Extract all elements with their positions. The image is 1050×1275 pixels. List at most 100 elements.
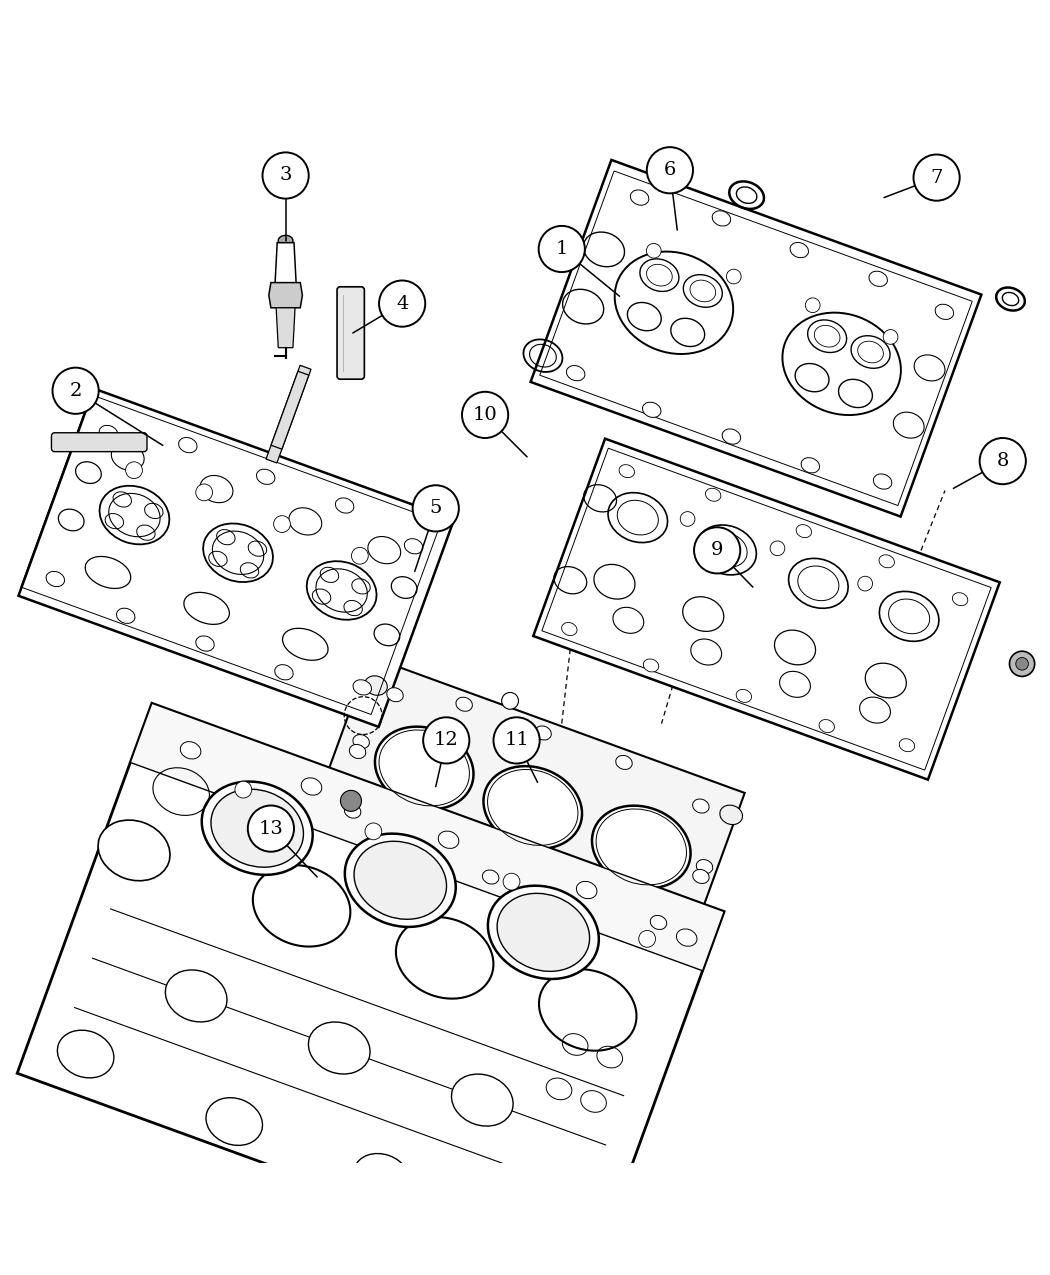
Circle shape bbox=[858, 576, 873, 590]
Circle shape bbox=[680, 511, 695, 527]
Text: 8: 8 bbox=[996, 453, 1009, 470]
Ellipse shape bbox=[256, 469, 275, 484]
Ellipse shape bbox=[206, 1098, 262, 1145]
FancyBboxPatch shape bbox=[337, 287, 364, 379]
Ellipse shape bbox=[202, 782, 313, 875]
Ellipse shape bbox=[211, 789, 303, 867]
Ellipse shape bbox=[539, 969, 636, 1051]
Circle shape bbox=[638, 931, 655, 947]
Ellipse shape bbox=[354, 842, 446, 919]
Ellipse shape bbox=[790, 242, 808, 258]
Ellipse shape bbox=[99, 426, 118, 441]
Circle shape bbox=[195, 484, 212, 501]
Ellipse shape bbox=[712, 210, 731, 226]
Text: 3: 3 bbox=[279, 167, 292, 185]
Ellipse shape bbox=[165, 970, 227, 1023]
Text: 10: 10 bbox=[472, 405, 498, 423]
Ellipse shape bbox=[344, 834, 456, 927]
Ellipse shape bbox=[936, 305, 953, 320]
Circle shape bbox=[365, 822, 382, 840]
Ellipse shape bbox=[350, 745, 365, 759]
Ellipse shape bbox=[650, 915, 667, 929]
Circle shape bbox=[352, 547, 369, 564]
Polygon shape bbox=[19, 389, 454, 727]
Polygon shape bbox=[266, 366, 311, 463]
Circle shape bbox=[539, 226, 585, 272]
Ellipse shape bbox=[693, 799, 709, 813]
Polygon shape bbox=[310, 657, 744, 959]
Ellipse shape bbox=[693, 870, 709, 884]
Ellipse shape bbox=[720, 805, 742, 825]
Circle shape bbox=[340, 790, 361, 811]
Ellipse shape bbox=[620, 464, 634, 478]
Ellipse shape bbox=[353, 734, 370, 748]
Ellipse shape bbox=[58, 1030, 113, 1077]
Text: 13: 13 bbox=[258, 820, 284, 838]
Circle shape bbox=[52, 367, 99, 414]
Ellipse shape bbox=[403, 842, 420, 856]
Circle shape bbox=[805, 298, 820, 312]
Circle shape bbox=[235, 782, 252, 798]
Text: 11: 11 bbox=[504, 732, 529, 750]
Ellipse shape bbox=[117, 608, 135, 623]
Text: 7: 7 bbox=[930, 168, 943, 186]
Ellipse shape bbox=[386, 687, 403, 701]
Ellipse shape bbox=[301, 778, 321, 796]
Ellipse shape bbox=[364, 676, 387, 695]
Circle shape bbox=[647, 244, 662, 258]
Ellipse shape bbox=[819, 719, 835, 733]
Circle shape bbox=[647, 147, 693, 194]
Circle shape bbox=[980, 439, 1026, 484]
Ellipse shape bbox=[899, 738, 915, 752]
Ellipse shape bbox=[321, 796, 343, 816]
Circle shape bbox=[770, 541, 784, 556]
Circle shape bbox=[262, 153, 309, 199]
Circle shape bbox=[1009, 652, 1034, 677]
Ellipse shape bbox=[438, 831, 459, 848]
Ellipse shape bbox=[952, 593, 968, 606]
Ellipse shape bbox=[874, 474, 891, 490]
Polygon shape bbox=[530, 159, 982, 516]
Ellipse shape bbox=[644, 659, 658, 672]
Ellipse shape bbox=[796, 524, 812, 538]
Ellipse shape bbox=[275, 664, 293, 680]
Circle shape bbox=[914, 154, 960, 200]
Ellipse shape bbox=[98, 820, 170, 881]
Ellipse shape bbox=[676, 929, 697, 946]
Circle shape bbox=[494, 718, 540, 764]
Polygon shape bbox=[269, 283, 302, 307]
Ellipse shape bbox=[46, 571, 64, 587]
Ellipse shape bbox=[564, 899, 580, 913]
Circle shape bbox=[423, 718, 469, 764]
Circle shape bbox=[126, 462, 143, 478]
Polygon shape bbox=[17, 704, 724, 1275]
Ellipse shape bbox=[482, 870, 499, 884]
Ellipse shape bbox=[353, 1154, 410, 1201]
Ellipse shape bbox=[879, 555, 895, 567]
Circle shape bbox=[274, 515, 291, 533]
Circle shape bbox=[694, 528, 740, 574]
Text: 5: 5 bbox=[429, 500, 442, 518]
Circle shape bbox=[248, 806, 294, 852]
Ellipse shape bbox=[534, 725, 551, 739]
Ellipse shape bbox=[404, 538, 423, 553]
Text: 9: 9 bbox=[711, 542, 723, 560]
Ellipse shape bbox=[676, 926, 698, 945]
Ellipse shape bbox=[344, 805, 361, 819]
Ellipse shape bbox=[456, 697, 472, 711]
Circle shape bbox=[462, 391, 508, 439]
Ellipse shape bbox=[488, 886, 598, 979]
Ellipse shape bbox=[178, 437, 197, 453]
Ellipse shape bbox=[309, 1023, 370, 1074]
Ellipse shape bbox=[722, 428, 740, 444]
Text: 2: 2 bbox=[69, 381, 82, 400]
Ellipse shape bbox=[696, 859, 713, 873]
Circle shape bbox=[883, 330, 898, 344]
Polygon shape bbox=[130, 704, 724, 970]
Ellipse shape bbox=[181, 742, 201, 759]
Ellipse shape bbox=[483, 766, 582, 849]
Ellipse shape bbox=[278, 236, 293, 246]
Ellipse shape bbox=[335, 499, 354, 513]
Circle shape bbox=[1015, 658, 1028, 671]
Ellipse shape bbox=[630, 190, 649, 205]
